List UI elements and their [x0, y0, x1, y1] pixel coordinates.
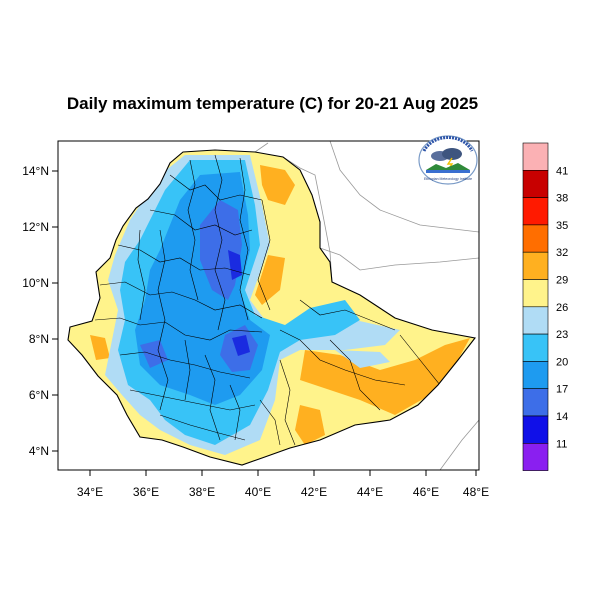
country-outline	[67, 149, 476, 466]
emi-logo-icon: Ethiopian Meteorology Institute	[418, 135, 478, 185]
colorbar-swatch	[522, 142, 549, 171]
x-tick-label: 36°E	[133, 485, 159, 499]
x-tick-label: 38°E	[189, 485, 215, 499]
colorbar-label: 29	[556, 275, 568, 287]
x-tick-label: 40°E	[245, 485, 271, 499]
mild-zone-east	[335, 350, 390, 368]
y-axis	[52, 170, 58, 452]
map-title: Daily maximum temperature (C) for 20-21 …	[66, 94, 479, 113]
colorbar-swatch	[522, 197, 549, 226]
colorbar-swatch	[522, 388, 549, 417]
x-tick-labels: 34°E 36°E 38°E 40°E 42°E 44°E 46°E 48°E	[77, 485, 489, 499]
logo-text: Ethiopian Meteorology Institute	[424, 177, 472, 181]
warm-zone-west	[90, 335, 110, 360]
colorbar-label: 14	[556, 411, 568, 423]
warm-zone-afar	[260, 165, 295, 205]
y-tick-label: 6°N	[29, 388, 49, 402]
colorbar-label: 41	[556, 165, 568, 177]
colorbar-label: 20	[556, 356, 568, 368]
x-tick-label: 44°E	[357, 485, 383, 499]
colorbar-label: 11	[556, 438, 567, 450]
warm-zone-rift	[255, 255, 285, 305]
colorbar: 41 38 35 32 29 26 23 20 17 14 11	[522, 142, 568, 471]
colorbar-swatch	[522, 333, 549, 362]
x-tick-label: 46°E	[413, 485, 439, 499]
colorbar-label: 23	[556, 329, 568, 341]
colorbar-swatch	[522, 279, 549, 308]
cold-zone-west	[140, 340, 168, 368]
y-tick-label: 4°N	[29, 444, 49, 458]
y-tick-labels: 14°N 12°N 10°N 8°N 6°N 4°N	[22, 164, 49, 458]
x-tick-label: 48°E	[463, 485, 489, 499]
neighbor-borders	[254, 141, 479, 470]
x-tick-label: 34°E	[77, 485, 103, 499]
colorbar-label: 38	[556, 193, 568, 205]
colorbar-swatch	[522, 251, 549, 280]
colorbar-swatch	[522, 442, 549, 471]
colorbar-swatch	[522, 170, 549, 198]
coldest-core-south	[232, 335, 250, 356]
y-tick-label: 8°N	[29, 332, 49, 346]
coldest-core-north	[228, 250, 242, 280]
colorbar-label: 26	[556, 302, 568, 314]
x-tick-label: 42°E	[301, 485, 327, 499]
y-tick-label: 10°N	[22, 276, 49, 290]
colorbar-label: 35	[556, 220, 568, 232]
colorbar-swatch	[522, 361, 549, 389]
colorbar-label: 17	[556, 384, 568, 396]
y-tick-label: 14°N	[22, 164, 49, 178]
colorbar-swatch	[522, 306, 549, 335]
x-axis	[89, 470, 477, 476]
colorbar-swatch	[522, 415, 549, 444]
warm-zone-south	[295, 405, 325, 445]
colorbar-label: 32	[556, 247, 568, 259]
colorbar-swatch	[522, 224, 549, 253]
admin-boundaries	[94, 154, 441, 446]
y-tick-label: 12°N	[22, 220, 49, 234]
